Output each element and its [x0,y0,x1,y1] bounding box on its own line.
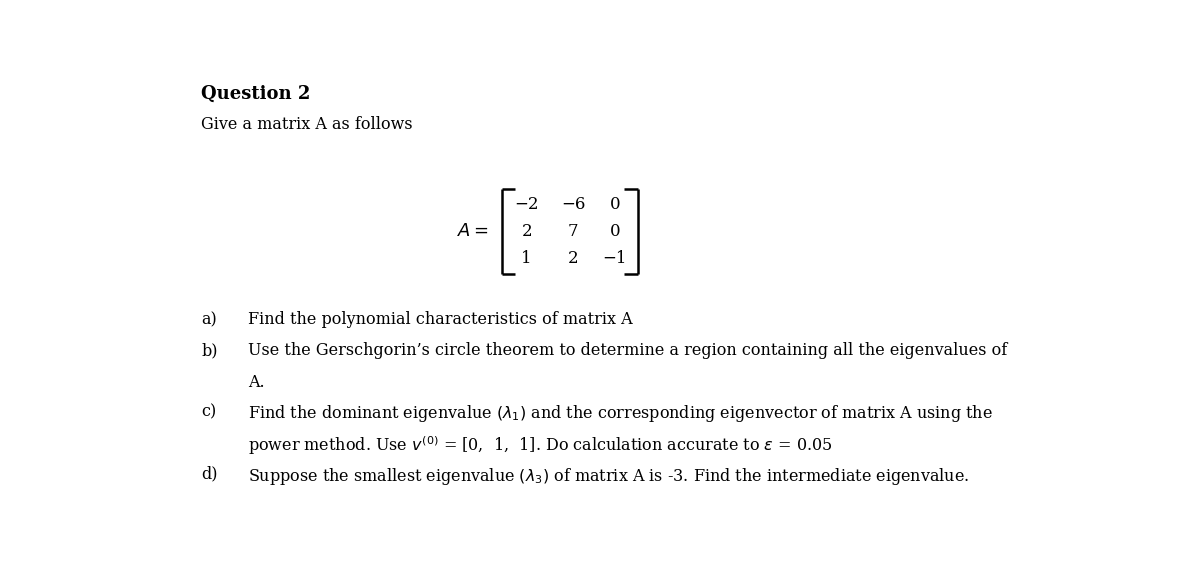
Text: 1: 1 [521,250,532,267]
Text: −6: −6 [560,196,586,213]
Text: Question 2: Question 2 [202,85,311,103]
Text: a): a) [202,312,217,328]
Text: Suppose the smallest eigenvalue $(\lambda_3)$ of matrix A is -3. Find the interm: Suppose the smallest eigenvalue $(\lambd… [247,466,970,486]
Text: 2: 2 [521,223,532,240]
Text: c): c) [202,403,216,421]
Text: b): b) [202,343,217,359]
Text: Find the polynomial characteristics of matrix A: Find the polynomial characteristics of m… [247,312,632,328]
Text: power method. Use $v^{(0)}$ = [0,  1,  1]. Do calculation accurate to $\varepsil: power method. Use $v^{(0)}$ = [0, 1, 1].… [247,434,833,457]
Text: Give a matrix A as follows: Give a matrix A as follows [202,116,413,133]
Text: Find the dominant eigenvalue $(\lambda_1)$ and the corresponding eigenvector of : Find the dominant eigenvalue $(\lambda_1… [247,403,992,424]
Text: −1: −1 [602,250,628,267]
Text: 7: 7 [568,223,578,240]
Text: 0: 0 [610,196,620,213]
Text: d): d) [202,466,217,482]
Text: 0: 0 [610,223,620,240]
Text: Use the Gerschgorin’s circle theorem to determine a region containing all the ei: Use the Gerschgorin’s circle theorem to … [247,343,1007,359]
Text: A.: A. [247,373,264,391]
Text: 2: 2 [568,250,578,267]
Text: −2: −2 [515,196,539,213]
Text: $A =$: $A =$ [457,222,488,241]
